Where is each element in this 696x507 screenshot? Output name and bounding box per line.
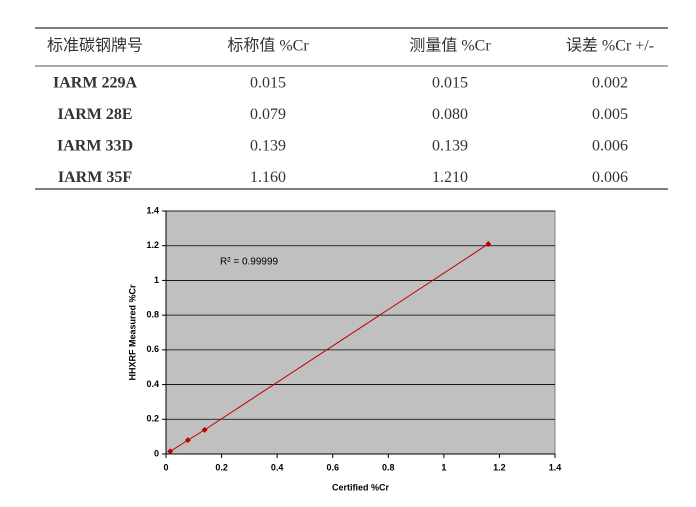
table-cell: 0.006 xyxy=(592,138,628,155)
y-tick-label: 1.4 xyxy=(146,205,159,215)
table-cell: 0.005 xyxy=(592,106,628,123)
table-cell: 0.006 xyxy=(592,169,628,186)
series-line xyxy=(169,243,489,452)
row-label: IARM 33D xyxy=(57,138,133,155)
y-tick-label: 1.2 xyxy=(146,240,159,250)
row-label: IARM 35F xyxy=(58,169,132,186)
annotation: R² = 0.99999 xyxy=(220,257,279,268)
x-tick-label: 0.8 xyxy=(382,462,395,472)
data-point xyxy=(184,437,191,444)
table-header: 标准碳钢牌号 xyxy=(47,37,143,55)
table-header: 标称值 %Cr xyxy=(227,37,309,55)
y-tick-label: 0.6 xyxy=(146,344,159,354)
table-cell: 0.079 xyxy=(250,106,286,123)
table-cell: 0.002 xyxy=(592,75,628,92)
y-tick-label: 0.2 xyxy=(146,414,159,424)
x-tick-label: 1.2 xyxy=(493,462,506,472)
data-point xyxy=(485,240,492,247)
x-tick-label: 0 xyxy=(163,462,168,472)
table-cell: 0.015 xyxy=(432,75,468,92)
row-label: IARM 229A xyxy=(53,75,137,92)
table-cell: 1.210 xyxy=(432,169,468,186)
x-tick-label: 1.4 xyxy=(549,462,562,472)
y-tick-label: 1 xyxy=(154,275,159,285)
y-tick-label: 0.8 xyxy=(146,310,159,320)
data-point xyxy=(201,426,208,433)
table-cell: 0.139 xyxy=(250,138,286,155)
y-tick-label: 0.4 xyxy=(146,379,159,389)
plot-area xyxy=(165,210,556,455)
y-tick-label: 0 xyxy=(154,448,159,458)
x-tick-label: 0.6 xyxy=(326,462,339,472)
x-tick-label: 1 xyxy=(441,462,446,472)
table-cell: 1.160 xyxy=(250,169,286,186)
row-label: IARM 28E xyxy=(57,106,132,123)
table-header: 测量值 %Cr xyxy=(409,37,491,55)
table-cell: 0.015 xyxy=(250,75,286,92)
x-tick-label: 0.2 xyxy=(215,462,228,472)
y-axis-label: HHXRF Measured %Cr xyxy=(127,284,137,381)
table-header: 误差 %Cr +/- xyxy=(566,37,654,55)
data-point xyxy=(167,448,174,455)
table-cell: 0.080 xyxy=(432,106,468,123)
x-tick-label: 0.4 xyxy=(271,462,284,472)
table-cell: 0.139 xyxy=(432,138,468,155)
x-axis-label: Certified %Cr xyxy=(332,482,390,492)
